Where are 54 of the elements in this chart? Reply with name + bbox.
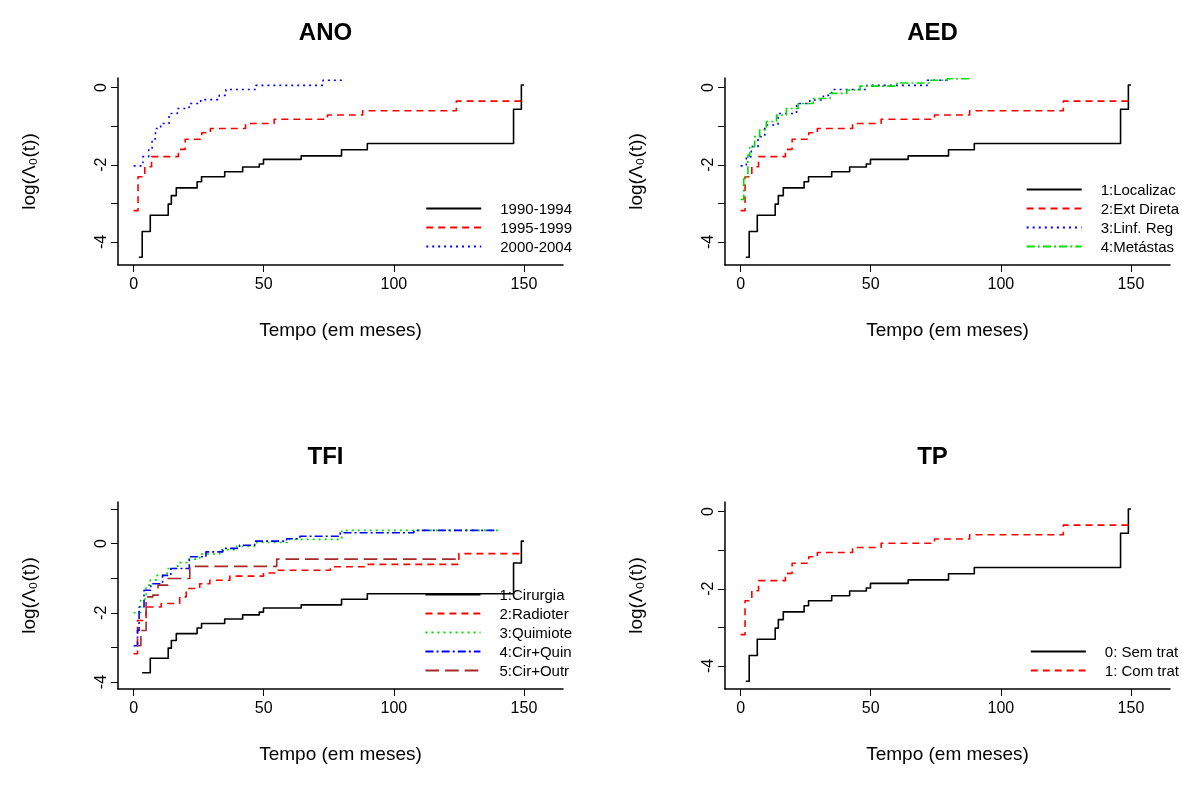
legend-label: 1: Com trat — [1104, 662, 1180, 679]
x-tick-label: 50 — [254, 698, 273, 716]
y-tick-label: -2 — [698, 157, 716, 172]
y-tick-label: -2 — [91, 605, 109, 620]
chart-title: ANO — [298, 17, 353, 45]
x-tick-label: 50 — [861, 274, 880, 292]
x-tick-label: 50 — [254, 274, 273, 292]
legend-label: 3:Quimiote — [499, 624, 573, 641]
x-tick-label: 100 — [987, 698, 1015, 716]
x-tick-label: 50 — [861, 698, 880, 716]
legend-label: 4:Cir+Quin — [499, 643, 572, 660]
legend-label: 2000-2004 — [500, 238, 572, 255]
x-tick-label: 0 — [736, 274, 746, 292]
y-axis-title: log(Λ₀(t)) — [18, 133, 39, 210]
x-tick-label: 100 — [380, 698, 408, 716]
y-tick-label: -2 — [698, 581, 716, 596]
x-tick-label: 0 — [129, 698, 139, 716]
chart-title: TP — [917, 441, 948, 469]
x-tick-label: 100 — [380, 274, 408, 292]
legend-label: 2:Ext Direta — [1100, 200, 1180, 217]
y-tick-label: -4 — [91, 674, 109, 690]
y-tick-label: 0 — [91, 83, 109, 93]
y-tick-label: -4 — [698, 234, 716, 249]
legend-label: 1:Cirurgia — [499, 586, 566, 603]
legend-label: 0: Sem trat — [1104, 643, 1179, 660]
legend-label: 1995-1999 — [500, 219, 572, 236]
legend-label: 1990-1994 — [500, 200, 572, 217]
y-tick-label: 0 — [698, 83, 716, 93]
x-tick-label: 150 — [510, 274, 538, 292]
y-tick-label: 0 — [91, 539, 109, 549]
x-axis-title: Tempo (em meses) — [259, 319, 422, 340]
y-axis-title: log(Λ₀(t)) — [18, 557, 39, 634]
y-tick-label: -2 — [91, 157, 109, 172]
x-tick-label: 0 — [129, 274, 139, 292]
legend-label: 2:Radioter — [499, 605, 569, 622]
legend-label: 3:Linf. Reg — [1100, 219, 1174, 236]
y-axis-title: log(Λ₀(t)) — [625, 557, 646, 634]
legend-label: 4:Metástas — [1100, 238, 1175, 255]
x-tick-label: 150 — [1117, 274, 1145, 292]
y-tick-label: -4 — [698, 658, 716, 673]
y-tick-label: -4 — [91, 234, 109, 249]
x-tick-label: 150 — [510, 698, 538, 716]
chart-title: TFI — [307, 441, 344, 469]
x-axis-title: Tempo (em meses) — [866, 319, 1029, 340]
x-tick-label: 150 — [1117, 698, 1145, 716]
chart-title: AED — [907, 17, 958, 45]
y-tick-label: 0 — [698, 507, 716, 517]
x-tick-label: 0 — [736, 698, 746, 716]
legend-label: 1:Localizac — [1100, 181, 1177, 198]
x-axis-title: Tempo (em meses) — [259, 743, 422, 764]
x-axis-title: Tempo (em meses) — [866, 743, 1029, 764]
x-tick-label: 100 — [987, 274, 1015, 292]
y-axis-title: log(Λ₀(t)) — [625, 133, 646, 210]
legend-label: 5:Cir+Outr — [499, 662, 570, 679]
